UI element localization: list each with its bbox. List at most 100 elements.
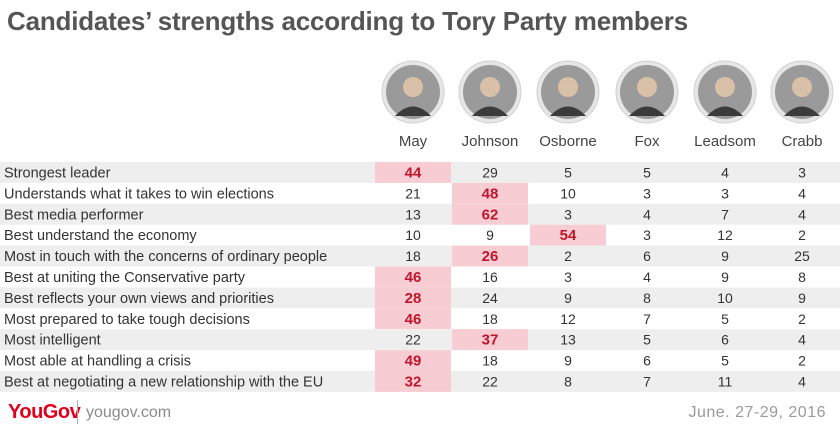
- avatar-shoulders: [707, 106, 743, 116]
- cell-value: 2: [798, 311, 806, 327]
- cell-value: 18: [482, 353, 498, 369]
- cell-value: 3: [798, 165, 806, 181]
- highlight-cell: [375, 308, 451, 330]
- cell-value: 46: [405, 311, 422, 328]
- cell-value: 4: [643, 206, 651, 222]
- highlight-cell: [375, 350, 451, 371]
- cell-value: 10: [717, 290, 733, 306]
- column-header: Leadsom: [694, 133, 756, 150]
- column-header: Crabb: [782, 133, 823, 150]
- cell-value: 9: [798, 290, 806, 306]
- row-label: Best understand the economy: [4, 228, 197, 244]
- row-stripe: [0, 329, 840, 351]
- avatar-face: [558, 77, 578, 97]
- cell-value: 9: [721, 248, 729, 264]
- row-label: Most able at handling a crisis: [4, 354, 191, 370]
- cell-value: 9: [721, 269, 729, 285]
- yougov-logo: YouGov: [8, 401, 81, 424]
- cell-value: 8: [798, 269, 806, 285]
- cell-value: 3: [564, 206, 572, 222]
- avatar-face: [403, 77, 423, 97]
- cell-value: 11: [718, 374, 733, 390]
- cell-value: 37: [482, 332, 499, 349]
- cell-value: 6: [721, 332, 729, 348]
- row-label: Best at uniting the Conservative party: [4, 270, 246, 286]
- highlight-cell: [452, 329, 528, 351]
- cell-value: 2: [564, 248, 572, 264]
- cell-value: 9: [564, 290, 572, 306]
- avatar-shoulders: [395, 106, 431, 116]
- cell-value: 22: [405, 332, 421, 348]
- row-label: Strongest leader: [4, 166, 111, 182]
- avatar-face: [715, 77, 735, 97]
- footer-url[interactable]: yougov.com: [86, 404, 172, 421]
- avatar-face: [637, 77, 657, 97]
- cell-value: 5: [643, 332, 651, 348]
- cell-value: 62: [482, 206, 499, 223]
- row-label: Most intelligent: [4, 333, 101, 349]
- cell-value: 21: [405, 185, 421, 201]
- cell-value: 6: [643, 353, 651, 369]
- row-label: Best at negotiating a new relationship w…: [4, 375, 323, 391]
- cell-value: 4: [798, 185, 806, 201]
- cell-value: 2: [798, 353, 806, 369]
- cell-value: 5: [564, 165, 572, 181]
- cell-value: 18: [482, 311, 498, 327]
- cell-value: 3: [643, 185, 651, 201]
- cell-value: 4: [798, 332, 806, 348]
- avatar-face: [792, 77, 812, 97]
- highlight-cell: [452, 203, 528, 225]
- highlight-cell: [452, 245, 528, 267]
- cell-value: 10: [560, 185, 576, 201]
- cell-value: 3: [564, 269, 572, 285]
- cell-value: 48: [482, 185, 499, 202]
- strengths-table: May Johnson Osborne Fox Leadsom Crabb Stronges…: [0, 60, 840, 392]
- column-header: Osborne: [539, 133, 597, 150]
- survey-date: June. 27-29, 2016: [688, 404, 826, 421]
- avatar-shoulders: [784, 106, 820, 116]
- highlight-cell: [530, 224, 606, 246]
- column-header: Johnson: [462, 133, 519, 150]
- cell-value: 13: [405, 206, 421, 222]
- avatar-shoulders: [550, 106, 586, 116]
- footer-divider: [77, 400, 78, 424]
- cell-value: 49: [405, 353, 422, 370]
- avatar-shoulders: [629, 106, 665, 116]
- cell-value: 2: [798, 227, 806, 243]
- cell-value: 9: [564, 353, 572, 369]
- cell-value: 16: [482, 269, 498, 285]
- row-label: Best media performer: [4, 207, 144, 223]
- avatar-face: [480, 77, 500, 97]
- row-stripe: [0, 203, 840, 225]
- cell-value: 54: [560, 227, 577, 244]
- logo-you: You: [8, 401, 43, 423]
- cell-value: 13: [560, 332, 576, 348]
- cell-value: 46: [405, 269, 422, 286]
- cell-value: 8: [643, 290, 651, 306]
- cell-value: 28: [405, 290, 422, 307]
- cell-value: 24: [482, 290, 498, 306]
- cell-value: 25: [794, 248, 810, 264]
- highlight-cell: [452, 182, 528, 204]
- highlight-cell: [375, 266, 451, 288]
- cell-value: 5: [721, 311, 729, 327]
- column-header: May: [399, 133, 428, 150]
- row-label: Most prepared to take tough decisions: [4, 312, 250, 328]
- cell-value: 3: [721, 185, 729, 201]
- chart-title: Candidates’ strengths according to Tory …: [7, 6, 688, 36]
- highlight-cell: [375, 371, 451, 392]
- cell-value: 4: [721, 165, 729, 181]
- cell-value: 5: [721, 353, 729, 369]
- cell-value: 8: [564, 374, 572, 390]
- footer: YouGov yougov.com June. 27-29, 2016: [0, 396, 840, 430]
- cell-value: 4: [798, 374, 806, 390]
- highlight-cell: [375, 162, 451, 183]
- cell-value: 29: [482, 165, 498, 181]
- row-stripe: [0, 245, 840, 267]
- logo-gov: Gov: [42, 401, 81, 423]
- cell-value: 44: [405, 165, 422, 182]
- cell-value: 22: [482, 374, 498, 390]
- cell-value: 7: [643, 311, 651, 327]
- cell-value: 9: [486, 227, 494, 243]
- highlight-cell: [375, 287, 451, 309]
